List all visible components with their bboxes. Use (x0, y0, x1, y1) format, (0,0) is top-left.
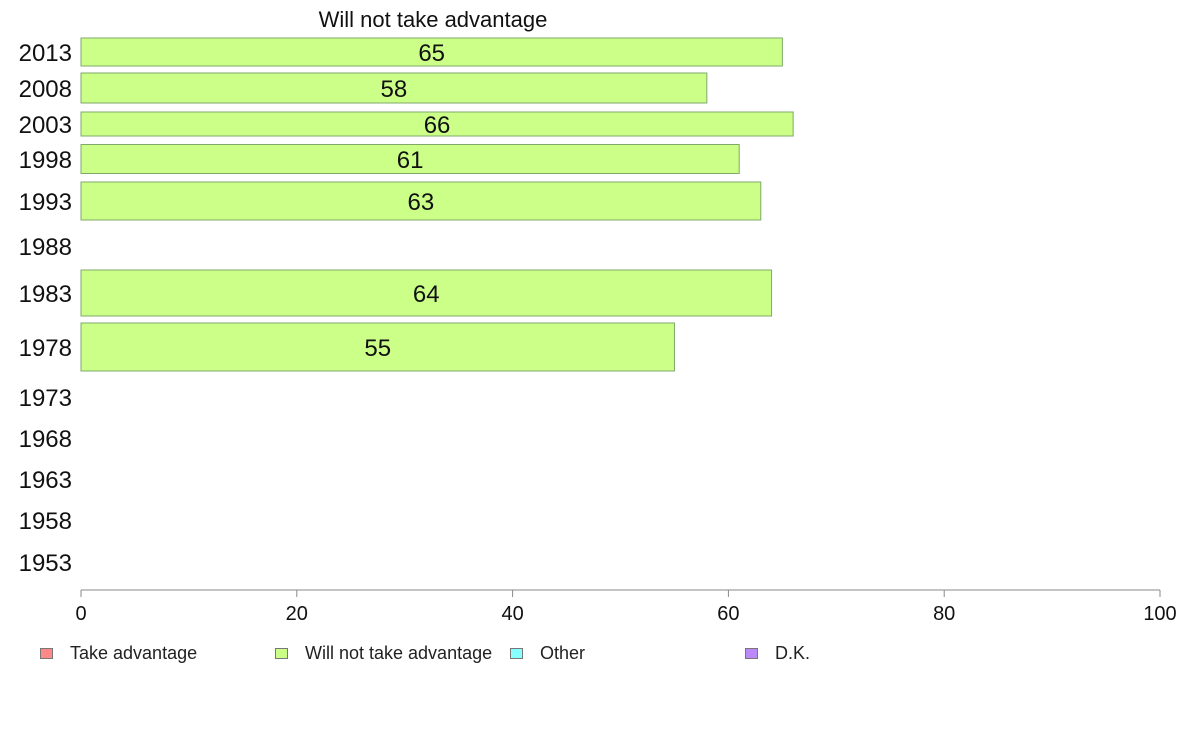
y-tick-label: 2013 (19, 40, 72, 67)
bar-value-label: 61 (397, 147, 424, 174)
x-axis: 0 20 40 60 80 100 (75, 589, 1177, 625)
chart-title: Will not take advantage (319, 7, 548, 32)
legend-label: Other (540, 642, 586, 663)
legend-item-other: Other (510, 640, 585, 666)
y-tick-label: 1988 (19, 234, 72, 261)
legend-item-dk: D.K. (745, 640, 810, 666)
y-tick-label: 1978 (19, 335, 72, 362)
legend-item-take-advantage: Take advantage (40, 640, 197, 666)
y-tick-label: 2003 (19, 112, 72, 139)
bar-value-label: 66 (424, 112, 451, 139)
legend-label: Will not take advantage (305, 642, 493, 663)
y-tick-label: 1973 (19, 385, 72, 412)
y-tick-label: 1968 (19, 426, 72, 453)
bar-value-label: 65 (418, 40, 445, 67)
y-tick-label: 1958 (19, 508, 72, 535)
y-tick-label: 1963 (19, 467, 72, 494)
legend-label: D.K. (775, 642, 811, 663)
y-tick-label: 1993 (19, 189, 72, 216)
x-tick-label: 0 (75, 603, 86, 625)
legend-swatch (275, 647, 288, 659)
bar (80, 72, 708, 104)
bar (80, 111, 794, 137)
x-tick-label: 60 (717, 603, 739, 625)
bar (80, 37, 783, 67)
y-tick-label: 2008 (19, 76, 72, 103)
x-tick-label: 20 (286, 603, 308, 625)
y-axis-labels: 2013 2008 2003 1998 1993 1988 1983 1978 1973 1968… (19, 40, 72, 577)
y-tick-label: 1983 (19, 281, 72, 308)
bar (80, 322, 675, 372)
bar (80, 181, 762, 221)
legend: Take advantage Will not take advantage O… (0, 640, 1188, 670)
legend-item-will-not-take-advantage: Will not take advantage (275, 640, 492, 666)
x-tick-label: 80 (933, 603, 955, 625)
x-tick-label: 100 (1143, 603, 1176, 625)
bar-value-label: 55 (364, 335, 391, 362)
bar-value-label: 64 (413, 281, 440, 308)
legend-swatch (40, 647, 53, 659)
legend-swatch (510, 647, 523, 659)
bar-value-label: 58 (381, 76, 408, 103)
legend-swatch (745, 647, 758, 659)
bar-value-label: 63 (408, 189, 435, 216)
legend-label: Take advantage (70, 642, 198, 663)
y-tick-label: 1953 (19, 550, 72, 577)
y-tick-label: 1998 (19, 147, 72, 174)
bar (80, 144, 740, 174)
x-tick-label: 40 (501, 603, 523, 625)
bar (80, 269, 773, 317)
